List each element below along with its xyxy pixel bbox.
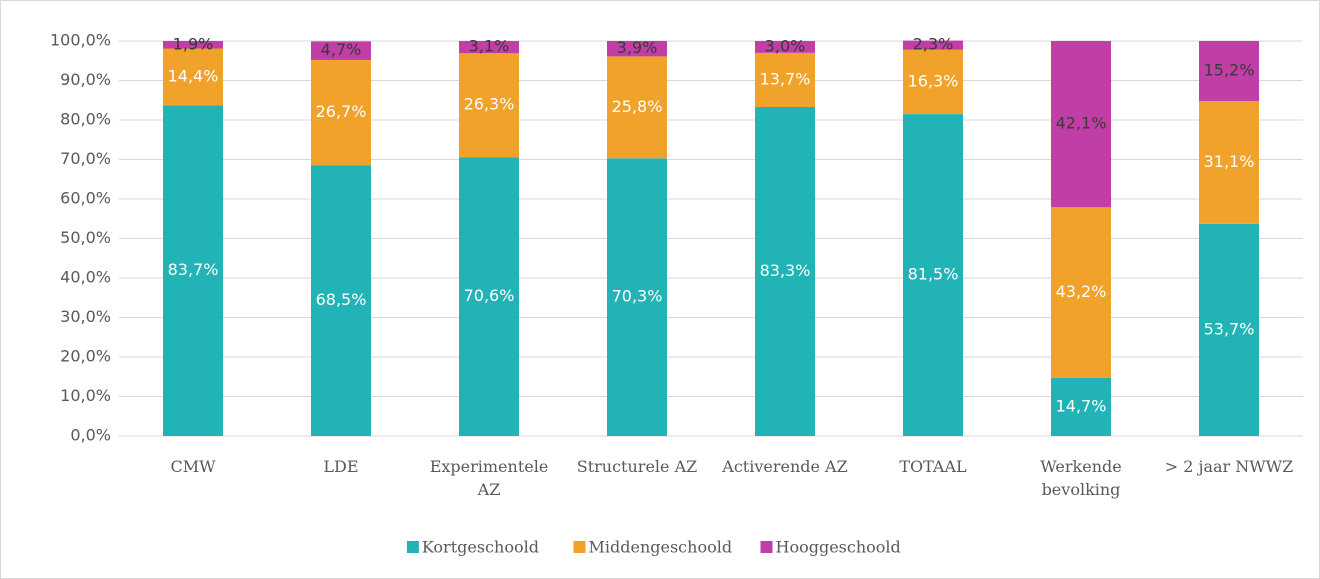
bar-segment	[903, 49, 963, 115]
bar-segment	[311, 41, 371, 60]
value-label: 83,7%	[168, 260, 219, 279]
y-tick-label: 60,0%	[60, 189, 111, 208]
bar-segment	[755, 106, 815, 436]
y-tick-label: 70,0%	[60, 149, 111, 168]
value-label: 3,0%	[765, 36, 806, 55]
value-label: 43,2%	[1056, 282, 1107, 301]
y-tick-label: 100,0%	[50, 31, 111, 50]
bar-segment	[163, 48, 223, 106]
value-label: 3,1%	[469, 37, 510, 56]
value-label: 26,3%	[464, 95, 515, 114]
bar-segment	[459, 53, 519, 158]
value-label: 25,8%	[612, 97, 663, 116]
y-tick-label: 40,0%	[60, 268, 111, 287]
bar-segment	[1199, 41, 1259, 102]
legend-swatch	[573, 541, 586, 553]
bar-segment	[163, 41, 223, 49]
value-label: 31,1%	[1204, 152, 1255, 171]
value-label: 53,7%	[1204, 319, 1255, 338]
x-tick-label: Structurele AZ	[576, 457, 698, 476]
x-tick-label: LDE	[323, 457, 359, 476]
legend-label: Kortgeschoold	[422, 538, 539, 557]
legend-label: Middengeschoold	[589, 538, 733, 557]
bar-segment	[607, 158, 667, 436]
x-tick-label: > 2 jaar NWWZ	[1164, 457, 1294, 476]
y-tick-label: 10,0%	[60, 386, 111, 405]
y-tick-label: 0,0%	[70, 426, 111, 445]
bar-segment	[459, 157, 519, 436]
bar-segment	[903, 40, 963, 50]
value-label: 16,3%	[908, 71, 959, 90]
bar-segment	[607, 56, 667, 159]
value-label: 15,2%	[1204, 61, 1255, 80]
x-tick-label: Activerende AZ	[722, 457, 848, 476]
bar-segment	[1199, 101, 1259, 224]
legend-swatch	[406, 541, 419, 553]
bar-segment	[755, 41, 815, 53]
bar-segment	[459, 41, 519, 54]
value-label: 70,3%	[612, 287, 663, 306]
x-tick-label: CMW	[170, 457, 216, 476]
bar-segment	[607, 41, 667, 57]
y-tick-label: 90,0%	[60, 70, 111, 89]
value-label: 13,7%	[760, 69, 811, 88]
bar-segment	[1051, 377, 1111, 436]
bar-segment	[311, 165, 371, 437]
y-tick-label: 50,0%	[60, 228, 111, 247]
bar-segment	[1199, 223, 1259, 436]
legend-swatch	[760, 541, 773, 553]
value-label: 70,6%	[464, 286, 515, 305]
bar-segment	[903, 114, 963, 436]
y-tick-label: 30,0%	[60, 307, 111, 326]
bar-segment	[755, 52, 815, 107]
value-label: 83,3%	[760, 261, 811, 280]
value-label: 4,7%	[321, 40, 362, 59]
bar-segment	[1051, 207, 1111, 378]
y-tick-label: 80,0%	[60, 110, 111, 129]
legend-label: Hooggeschoold	[776, 538, 901, 557]
value-label: 1,9%	[173, 34, 214, 53]
x-tick-label: TOTAAL	[899, 457, 967, 476]
x-tick-label: Experimentele AZ	[429, 457, 549, 499]
value-label: 3,9%	[617, 38, 658, 57]
value-label: 26,7%	[316, 102, 367, 121]
x-tick-label: Werkende bevolking	[1040, 457, 1122, 499]
y-tick-label: 20,0%	[60, 347, 111, 366]
value-label: 14,4%	[168, 66, 219, 85]
value-label: 2,3%	[913, 35, 954, 54]
bar-segment	[163, 105, 223, 436]
bar-segment	[311, 59, 371, 166]
value-label: 68,5%	[316, 290, 367, 309]
value-label: 42,1%	[1056, 114, 1107, 133]
bar-segment	[1051, 41, 1111, 208]
value-label: 81,5%	[908, 265, 959, 284]
value-label: 14,7%	[1056, 396, 1107, 415]
